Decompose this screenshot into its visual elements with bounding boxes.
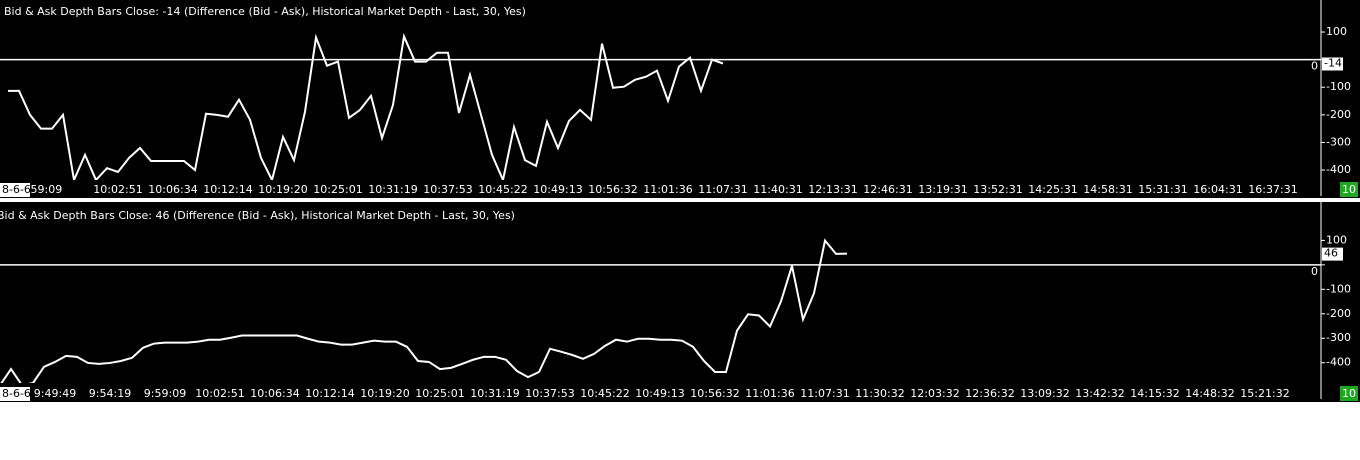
series-line	[8, 32, 724, 180]
x-tick-label: 9:49:49	[34, 387, 76, 400]
badge: 10	[1342, 387, 1356, 400]
date-label: 8-6-6	[2, 387, 31, 400]
x-tick-label: 10:56:32	[690, 387, 739, 400]
x-tick-label: 16:04:31	[1193, 183, 1242, 196]
panel-background	[0, 0, 1360, 198]
x-tick-label: 10:25:01	[415, 387, 464, 400]
x-tick-label: 11:01:36	[643, 183, 692, 196]
x-tick-label: 10:31:19	[470, 387, 519, 400]
x-tick-label: 10:45:22	[478, 183, 527, 196]
x-tick-label: 12:46:31	[863, 183, 912, 196]
close-label: 46	[1324, 247, 1338, 260]
chart-title: Bid & Ask Depth Bars Close: -14 (Differe…	[4, 5, 526, 18]
x-tick-label: 10:31:19	[368, 183, 417, 196]
x-tick-label: 13:19:31	[918, 183, 967, 196]
x-tick-label: 10:02:51	[195, 387, 244, 400]
x-tick-label: 15:21:32	[1240, 387, 1289, 400]
x-tick-label: 10:19:20	[258, 183, 307, 196]
x-tick-label: 13:09:32	[1020, 387, 1069, 400]
y-tick-label: -300	[1326, 331, 1351, 344]
date-label-box	[0, 387, 30, 401]
date-label-box	[0, 183, 30, 197]
y-tick-label: 0	[1311, 265, 1318, 278]
x-tick-label: 12:13:31	[808, 183, 857, 196]
y-tick-label: -100	[1326, 80, 1351, 93]
x-tick-label: 10:49:13	[635, 387, 684, 400]
x-tick-label: 10:02:51	[93, 183, 142, 196]
y-tick-label: 0	[1311, 60, 1318, 73]
x-tick-label: 12:03:32	[910, 387, 959, 400]
x-tick-label: 13:52:31	[973, 183, 1022, 196]
y-tick-label: -200	[1326, 307, 1351, 320]
date-label: 8-6-6	[2, 183, 31, 196]
x-tick-label: 10:37:53	[423, 183, 472, 196]
x-tick-label: 14:48:32	[1185, 387, 1234, 400]
x-tick-label: 14:25:31	[1028, 183, 1077, 196]
x-tick-label: 10:25:01	[313, 183, 362, 196]
y-tick-label: -100	[1326, 282, 1351, 295]
x-tick-label: 10:45:22	[580, 387, 629, 400]
x-tick-label: 10:12:14	[305, 387, 354, 400]
x-tick-label: 11:30:32	[855, 387, 904, 400]
y-tick-label: 100	[1326, 233, 1347, 246]
x-tick-label: 9:59:09	[20, 183, 62, 196]
x-tick-label: 10:49:13	[533, 183, 582, 196]
y-tick-label: -300	[1326, 135, 1351, 148]
x-tick-label: 9:54:19	[89, 387, 131, 400]
x-tick-label: 11:40:31	[753, 183, 802, 196]
x-tick-label: 10:19:20	[360, 387, 409, 400]
y-tick-label: 100	[1326, 25, 1347, 38]
y-tick-label: -200	[1326, 108, 1351, 121]
x-tick-label: 10:06:34	[148, 183, 197, 196]
x-tick-label: 11:07:31	[698, 183, 747, 196]
x-tick-label: 9:59:09	[144, 387, 186, 400]
x-tick-label: 10:56:32	[588, 183, 637, 196]
x-tick-label: 13:42:32	[1075, 387, 1124, 400]
x-tick-label: 11:07:31	[800, 387, 849, 400]
x-tick-label: 14:58:31	[1083, 183, 1132, 196]
panel-background	[0, 202, 1360, 402]
x-tick-label: 10:06:34	[250, 387, 299, 400]
x-tick-label: 12:36:32	[965, 387, 1014, 400]
x-tick-label: 10:12:14	[203, 183, 252, 196]
close-label: -14	[1324, 56, 1342, 69]
badge-box	[1340, 182, 1358, 197]
badge-box	[1340, 386, 1358, 401]
y-tick-label: -400	[1326, 163, 1351, 176]
x-tick-label: 10:37:53	[525, 387, 574, 400]
badge: 10	[1342, 183, 1356, 196]
close-marker	[1322, 247, 1343, 261]
x-tick-label: 14:15:32	[1130, 387, 1179, 400]
x-tick-label: 16:37:31	[1248, 183, 1297, 196]
series-line	[0, 238, 848, 383]
x-tick-label: 11:01:36	[745, 387, 794, 400]
y-tick-label: -400	[1326, 356, 1351, 369]
x-tick-label: 15:31:31	[1138, 183, 1187, 196]
close-marker	[1322, 57, 1343, 71]
chart-title: Bid & Ask Depth Bars Close: 46 (Differen…	[0, 209, 515, 222]
